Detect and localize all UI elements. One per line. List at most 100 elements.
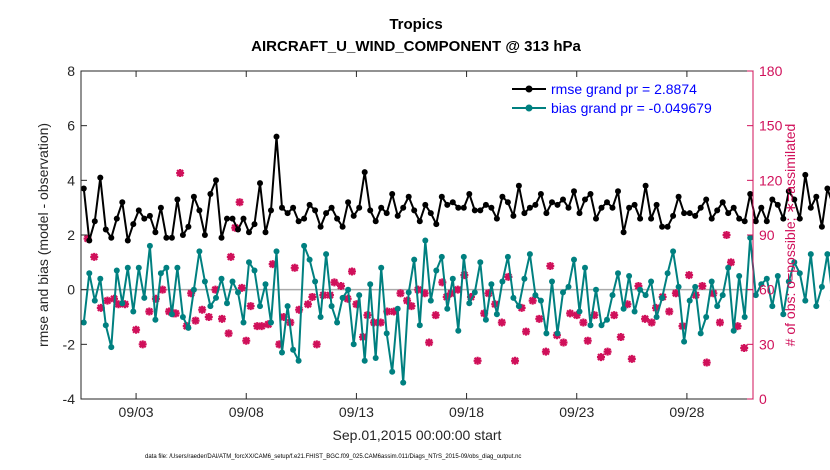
obs-assimilated-marker [330, 278, 339, 287]
rmse-point [670, 212, 677, 219]
bias-point [372, 355, 379, 361]
obs-assimilated-marker [484, 289, 493, 298]
bias-point [488, 281, 495, 288]
y-tick-label: 0 [67, 282, 75, 298]
obs-assimilated-marker [231, 223, 240, 232]
bias-point [168, 311, 175, 318]
obs-assimilated-marker [733, 322, 742, 331]
rmse-point [504, 199, 511, 206]
bias-point [604, 316, 610, 323]
rmse-point [312, 207, 319, 214]
rmse-point [697, 204, 704, 211]
legend-rmse-marker [525, 85, 533, 93]
obs-assimilated-marker [610, 311, 619, 320]
rmse-point [268, 207, 274, 214]
bias-point [598, 322, 605, 329]
bias-point [466, 300, 473, 307]
y-axis-right-ticks: 0 30 60 90 120 150 180 [747, 63, 783, 407]
rmse-point [185, 223, 192, 230]
rmse-point [549, 199, 555, 206]
rmse-point [681, 210, 688, 217]
bias-point [367, 281, 374, 288]
obs-assimilated-marker [715, 318, 724, 327]
rmse-point [207, 191, 214, 197]
rmse-point [725, 210, 732, 217]
obs-assimilated-marker [665, 307, 674, 316]
obs-assimilated-marker [566, 309, 575, 318]
data-file-footnote: data file: /Users/raeder/DAI/ATM_forcXX/… [145, 454, 521, 460]
obs-assimilated-marker [480, 309, 489, 318]
bias-point [438, 253, 445, 260]
bias-point [301, 242, 308, 249]
bias-point [201, 278, 208, 285]
rmse-point [515, 182, 522, 189]
rmse-point [179, 232, 186, 238]
x-tick-label: 09/13 [339, 404, 374, 420]
obs-assimilated-marker [198, 305, 207, 314]
bias-point [681, 338, 688, 345]
rmse-point [774, 201, 781, 208]
obs-assimilated-marker [308, 292, 317, 301]
obs-assimilated-marker [145, 307, 154, 316]
rmse-point [642, 182, 649, 189]
rmse-point [367, 207, 374, 214]
rmse-point [818, 223, 825, 230]
bias-point [526, 251, 533, 258]
bias-point [752, 292, 759, 299]
rmse-point [290, 204, 297, 211]
bias-point [224, 300, 230, 307]
bias-point [763, 275, 770, 282]
obs-assimilated-marker [702, 358, 711, 367]
bias-point [102, 322, 109, 329]
obs-assimilated-marker [165, 307, 174, 316]
rmse-point [213, 177, 219, 184]
obs-assimilated-marker [226, 252, 235, 261]
bias-point [730, 327, 737, 334]
bias-point [422, 237, 429, 244]
rmse-point [802, 171, 809, 178]
rmse-point [196, 207, 203, 214]
bias-point [686, 297, 693, 304]
obs-assimilated-marker [96, 303, 105, 312]
rmse-point [560, 196, 566, 203]
bias-point [549, 278, 555, 285]
bias-point [692, 283, 699, 290]
bias-point [576, 308, 583, 315]
obs-assimilated-marker [275, 340, 284, 349]
bias-point [471, 289, 478, 296]
y-axis-right-label: # of obs: o=possible; ∗=assimilated [782, 124, 798, 347]
obs-assimilated-marker [726, 258, 735, 267]
bias-point [135, 264, 142, 271]
rmse-point [394, 212, 401, 219]
rmse-point [438, 193, 445, 200]
rmse-point [510, 212, 517, 219]
obs-assimilated-marker [497, 318, 506, 327]
bias-point [416, 322, 423, 329]
obs-assimilated-marker [295, 305, 304, 314]
bias-point [785, 278, 792, 285]
bias-point [378, 264, 385, 271]
obs-assimilated-marker [224, 329, 233, 338]
bias-point [179, 314, 186, 320]
bias-point [411, 256, 418, 263]
bias-point [780, 311, 787, 318]
bias-point [251, 267, 258, 274]
rmse-point [339, 223, 346, 230]
obs-assimilated-marker [546, 261, 555, 270]
rmse-point [796, 215, 803, 222]
bias-point [648, 278, 655, 285]
bias-point [444, 305, 451, 312]
bias-point [499, 278, 506, 285]
bias-point [433, 267, 440, 274]
bias-point [747, 234, 754, 241]
obs-assimilated-marker [191, 316, 200, 325]
bias-point [218, 275, 225, 282]
rmse-point [565, 204, 572, 211]
rmse-point [356, 204, 363, 211]
rmse-point [246, 229, 252, 236]
rmse-point [383, 210, 390, 217]
x-tick-label: 09/03 [119, 404, 154, 420]
obs-assimilated-marker [522, 327, 531, 336]
bias-point [394, 305, 401, 312]
